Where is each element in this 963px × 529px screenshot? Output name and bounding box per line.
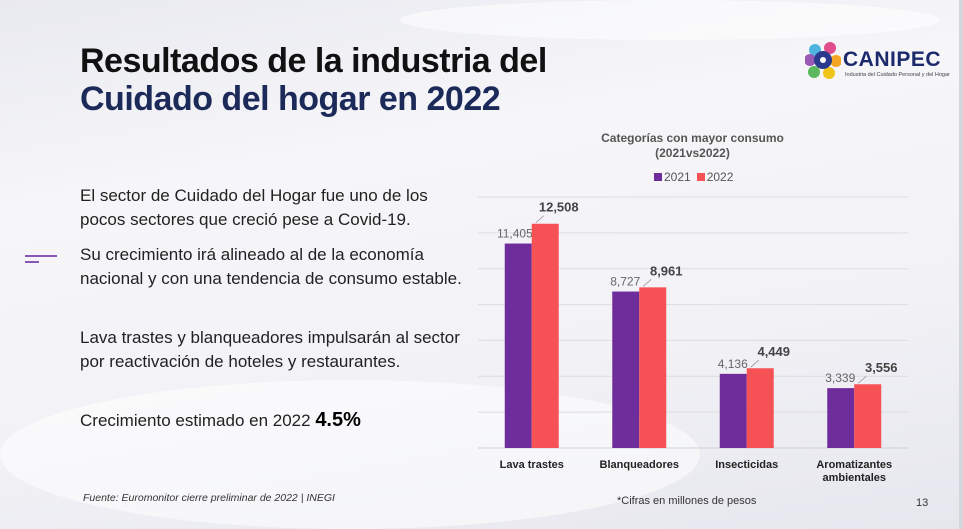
- data-label-2022: 8,961: [650, 263, 683, 278]
- data-label-2021: 3,339: [825, 371, 855, 385]
- page-title: Resultados de la industria del Cuidado d…: [80, 42, 547, 118]
- flower-logo-icon: [804, 42, 842, 79]
- legend-label: 2022: [706, 170, 734, 184]
- leader-line: [750, 359, 760, 368]
- leader-line: [857, 375, 867, 384]
- leader-line: [535, 215, 545, 224]
- bar-2021: [504, 243, 532, 448]
- page-number: 13: [916, 497, 929, 509]
- slide-border: [959, 0, 963, 529]
- bar-2021: [827, 388, 855, 448]
- data-label-2021: 8,727: [610, 275, 640, 289]
- paragraph-3: Lava trastes y blanqueadores impulsarán …: [80, 328, 460, 371]
- leader-line: [642, 279, 652, 287]
- bar-2022: [854, 384, 882, 448]
- bar-2021: [719, 373, 747, 448]
- chart-title: Categorías con mayor consumo (2021vs2022…: [560, 131, 825, 161]
- legend-swatch: [654, 173, 662, 181]
- source-note: Fuente: Euromonitor cierre preliminar de…: [83, 492, 335, 504]
- chart-legend: 2021 2022: [654, 170, 733, 184]
- paragraph-1: El sector de Cuidado del Hogar fue uno d…: [80, 186, 428, 229]
- growth-label: Crecimiento estimado en 2022: [80, 411, 311, 430]
- canipec-logo: CANIPEC Industria del Cuidado Personal y…: [804, 40, 955, 85]
- legend-item-2022: 2022: [696, 170, 734, 184]
- legend-label: 2021: [664, 170, 691, 184]
- units-note: *Cifras en millones de pesos: [617, 495, 757, 507]
- category-label: ambientales: [822, 472, 886, 484]
- category-label: Insecticidas: [715, 459, 778, 471]
- chart-title-line-2: (2021vs2022): [655, 146, 730, 160]
- data-label-2022: 3,556: [865, 360, 898, 375]
- growth-statement: Crecimiento estimado en 2022 4.5%: [80, 408, 361, 433]
- paragraph-2: Su crecimiento irá alineado al de la eco…: [80, 245, 462, 288]
- data-label-2021: 4,136: [718, 357, 748, 371]
- title-line-1: Resultados de la industria del: [80, 42, 547, 80]
- legend-item-2021: 2021: [654, 170, 691, 184]
- bar-2021: [612, 291, 640, 448]
- data-label-2022: 12,508: [539, 200, 579, 215]
- data-label-2022: 4,449: [757, 344, 790, 359]
- title-line-2: Cuidado del hogar en 2022: [80, 80, 501, 118]
- growth-value: 4.5%: [315, 409, 361, 431]
- category-label: Blanqueadores: [600, 459, 679, 471]
- background-swoosh: [400, 0, 940, 40]
- bar-2022: [531, 223, 559, 448]
- logo-tagline: Industria del Cuidado Personal y del Hog…: [845, 72, 950, 78]
- category-label: Lava trastes: [500, 459, 564, 471]
- category-label: Aromatizantes: [816, 459, 892, 471]
- data-label-2021: 11,405: [497, 227, 533, 241]
- bar-2022: [639, 287, 667, 448]
- background-swoosh: [0, 380, 700, 529]
- decorative-lines-icon: [25, 255, 57, 263]
- logo-name: CANIPEC: [843, 48, 942, 71]
- bar-2022: [746, 368, 774, 448]
- chart-title-line-1: Categorías con mayor consumo: [601, 131, 784, 145]
- legend-swatch: [696, 173, 705, 181]
